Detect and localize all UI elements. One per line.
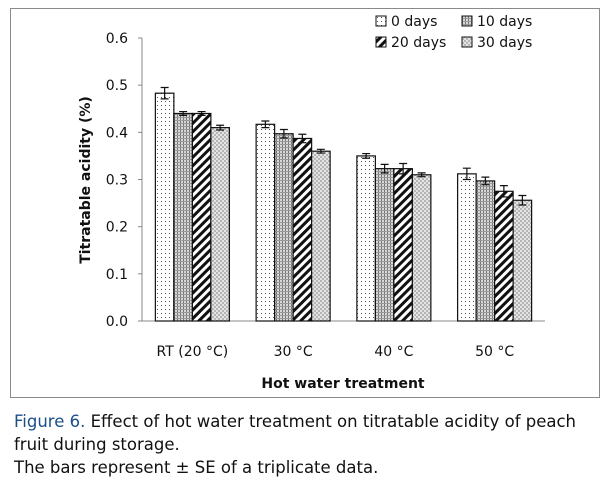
legend-label: 20 days: [391, 35, 446, 51]
error-bar: [216, 124, 225, 131]
legend-label: 0 days: [391, 14, 437, 30]
legend-swatch: [375, 15, 387, 27]
bar: [475, 180, 496, 322]
error-bar: [261, 120, 270, 129]
caption-note: The bars represent ± SE of a triplicate …: [14, 458, 379, 477]
error-bar: [380, 163, 389, 174]
bar: [173, 112, 193, 322]
error-bar: [279, 128, 288, 139]
legend-swatch: [375, 36, 387, 48]
chart-frame: [10, 8, 600, 398]
error-bar: [417, 172, 426, 178]
bar: [210, 127, 230, 322]
error-bar: [499, 185, 508, 198]
bar: [393, 168, 413, 322]
bar: [356, 155, 376, 322]
bar: [191, 112, 212, 322]
error-bar: [362, 152, 371, 159]
legend-label: 10 days: [477, 14, 532, 30]
x-tick-label: 40 °C: [374, 344, 413, 360]
bar: [411, 174, 432, 322]
bar: [154, 92, 175, 322]
y-tick-label: 0.4: [106, 125, 128, 141]
y-tick-label: 0.5: [106, 78, 128, 94]
bar: [255, 123, 276, 322]
x-tick-label: 50 °C: [475, 344, 514, 360]
error-bar: [160, 86, 169, 100]
legend-swatch: [461, 15, 473, 27]
x-tick-label: RT (20 °C): [157, 344, 229, 360]
bar: [374, 168, 395, 322]
y-tick-label: 0.3: [106, 173, 128, 189]
bar: [457, 173, 477, 322]
bar: [494, 190, 514, 322]
error-bar: [481, 176, 490, 186]
error-bar: [316, 148, 325, 154]
caption-text: Effect of hot water treatment on titrata…: [14, 412, 577, 454]
bar: [292, 137, 313, 322]
error-bar: [197, 110, 206, 116]
legend: 0 days 10 days 20 days 30 days: [375, 14, 532, 51]
error-bar: [399, 162, 408, 175]
y-tick-label: 0.6: [106, 31, 128, 47]
legend-label: 30 days: [477, 35, 532, 51]
bar: [512, 199, 533, 322]
y-tick-label: 0.2: [106, 220, 128, 236]
error-bar: [518, 194, 527, 206]
error-bar: [179, 110, 188, 116]
y-axis-label: Titratable acidity (%): [78, 96, 94, 264]
figure-label: Figure 6.: [14, 412, 86, 431]
bar: [311, 150, 331, 322]
y-tick-label: 0.0: [106, 314, 128, 330]
x-tick-label: 30 °C: [274, 344, 313, 360]
error-bar: [462, 167, 471, 181]
bar-chart: 0.0 0.1 0.2 0.3 0.4 0.5 0.6 RT (20 °C) 30 °C 40 …: [78, 14, 545, 392]
figure-caption: Figure 6. Effect of hot water treatment …: [14, 410, 609, 479]
y-tick-label: 0.1: [106, 267, 128, 283]
bar: [274, 133, 294, 322]
x-axis-label: Hot water treatment: [261, 376, 425, 392]
legend-swatch: [461, 36, 473, 48]
error-bar: [298, 133, 307, 144]
